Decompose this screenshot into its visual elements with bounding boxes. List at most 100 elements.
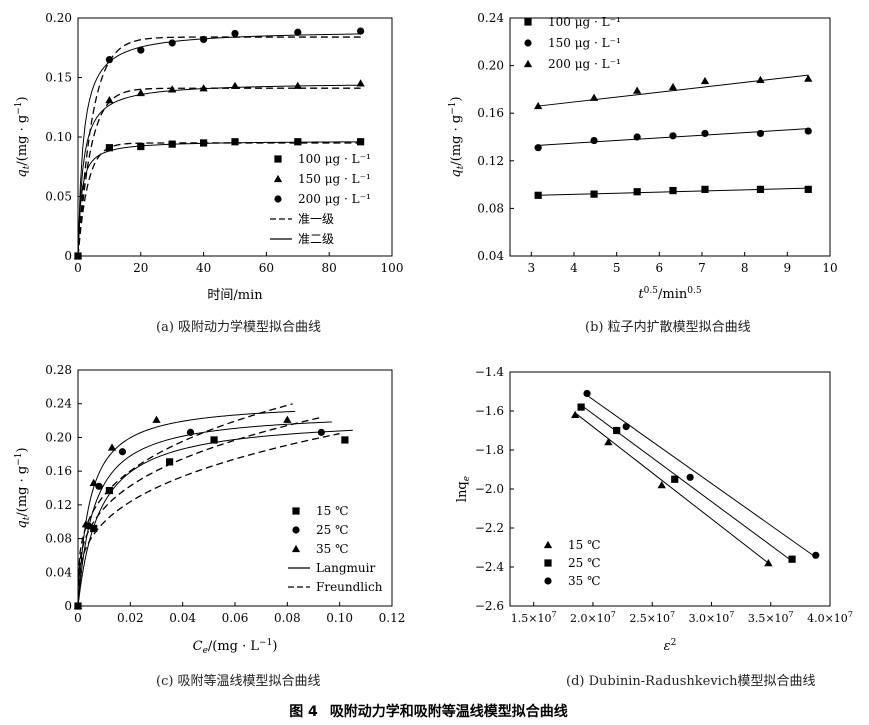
x-tick-label: 40: [196, 261, 211, 275]
y-label-sub: t: [22, 165, 32, 169]
panel-a-kinetics: 0 20 40 60 80 100 0 0.05 0.10 0.15 0.20 100 μg · L⁻…: [14, 11, 403, 303]
y-label-unit: /(mg · g: [15, 115, 30, 166]
data-point: [200, 35, 208, 44]
caption-d: (d) Dubinin-Radushkevich模型拟合曲线: [566, 674, 816, 689]
legend-label: 15 ℃: [316, 504, 349, 518]
x-tick-mantissa: 2.5×10: [629, 612, 670, 625]
x-tick-label: 6: [656, 261, 664, 275]
x-tick-mantissa: 3.5×10: [748, 612, 789, 625]
y-label-unit: /(mg · g: [15, 466, 30, 517]
data-point: [294, 28, 302, 36]
y-tick-label: 0.20: [45, 11, 72, 25]
legend-marker-circle: [544, 577, 552, 585]
data-point: [231, 138, 239, 146]
legend-label: 准二级: [298, 232, 334, 246]
y-tick-label: −2.4: [475, 560, 505, 574]
legend-label: 25 ℃: [568, 556, 601, 570]
data-point: [357, 138, 365, 146]
langmuir-fit-line: [77, 429, 353, 607]
x-tick-label: 10: [822, 261, 837, 275]
figure-number: 图 4: [289, 704, 318, 720]
plot-frame: [509, 17, 831, 257]
linear-fit-line: [538, 74, 809, 107]
data-point: [669, 186, 677, 195]
data-point: [669, 132, 677, 140]
langmuir-fit-line: [77, 410, 296, 607]
data-point: [152, 415, 161, 423]
data-point: [105, 95, 114, 104]
x-label-close: ): [272, 639, 277, 654]
y-tick-label: 0.08: [45, 532, 72, 546]
x-tick-label: 4.0×107: [807, 610, 853, 625]
pso-fit-line: [77, 33, 361, 257]
caption-c: (c) 吸附等温线模型拟合曲线: [156, 674, 321, 689]
data-point: [756, 129, 765, 138]
x-tick-exponent: 7: [611, 610, 616, 619]
x-tick-label: 5: [613, 261, 621, 275]
legend-label: 100 μg · L⁻¹: [548, 15, 621, 29]
data-point: [756, 185, 765, 193]
data-point: [357, 27, 365, 35]
y-axis-label: qt/(mg · g−1): [14, 447, 32, 528]
data-point: [105, 144, 113, 152]
data-point: [89, 478, 98, 487]
y-label-close: ): [449, 96, 464, 101]
freundlich-fit-line: [77, 432, 340, 587]
y-tick-label: 0: [64, 599, 72, 613]
legend-label: 35 ℃: [568, 574, 601, 588]
x-tick-label: 3: [528, 261, 536, 275]
data-point: [633, 133, 641, 141]
x-tick-label: 0.06: [222, 611, 249, 625]
x-tick-label: 7: [698, 261, 706, 275]
x-tick-label: 20: [133, 261, 148, 275]
legend-label: Langmuir: [316, 561, 375, 575]
data-point: [73, 601, 83, 610]
data-point: [317, 428, 325, 436]
y-tick-label: −2.0: [475, 482, 504, 496]
data-point: [186, 428, 195, 436]
x-tick-exponent: 7: [789, 610, 794, 619]
y-label-main: q: [15, 169, 30, 177]
data-point: [165, 458, 174, 466]
legend-marker-triangle: [291, 544, 301, 553]
data-point: [136, 88, 145, 97]
data-point: [534, 101, 543, 110]
x-axis-label: Ce/(mg · L−1): [193, 638, 278, 656]
y-label-unit: /(mg · g: [449, 115, 464, 166]
data-point: [168, 85, 177, 93]
data-point: [571, 410, 580, 419]
x-label-rest: /min: [658, 287, 688, 302]
data-point: [671, 475, 679, 483]
data-point: [804, 74, 813, 82]
data-point: [356, 79, 365, 87]
data-point: [583, 389, 591, 398]
caption-a: (a) 吸附动力学模型拟合曲线: [156, 320, 322, 335]
y-tick-label: 0.20: [477, 59, 504, 73]
legend-marker-square: [524, 18, 532, 26]
y-label-main: lnq: [455, 481, 470, 502]
data-point: [804, 185, 812, 193]
data-point: [657, 480, 666, 489]
x-label-sub: e: [203, 646, 208, 656]
legend-label: 200 μg · L⁻¹: [548, 57, 621, 71]
x-label-sup: 0.5: [644, 286, 659, 296]
pfo-fit-line: [77, 87, 361, 257]
legend-marker-circle: [524, 39, 532, 47]
data-point: [804, 127, 812, 135]
data-point: [590, 190, 598, 198]
data-point: [613, 426, 621, 435]
legend-marker-square: [544, 559, 552, 567]
plot-frame: [509, 371, 831, 607]
y-label-sub: e: [462, 476, 472, 481]
x-tick-label: 0: [74, 261, 82, 275]
legend-marker-square: [274, 155, 282, 163]
y-tick-label: −2.2: [475, 521, 504, 535]
x-tick-label: 9: [784, 261, 792, 275]
data-point: [604, 438, 613, 446]
data-point: [589, 93, 599, 101]
y-label-sub: t: [456, 165, 466, 169]
legend-marker-triangle: [273, 174, 283, 183]
x-tick-label: 2.0×107: [570, 610, 616, 625]
y-tick-label: 0.10: [45, 130, 72, 144]
data-point: [534, 144, 542, 152]
